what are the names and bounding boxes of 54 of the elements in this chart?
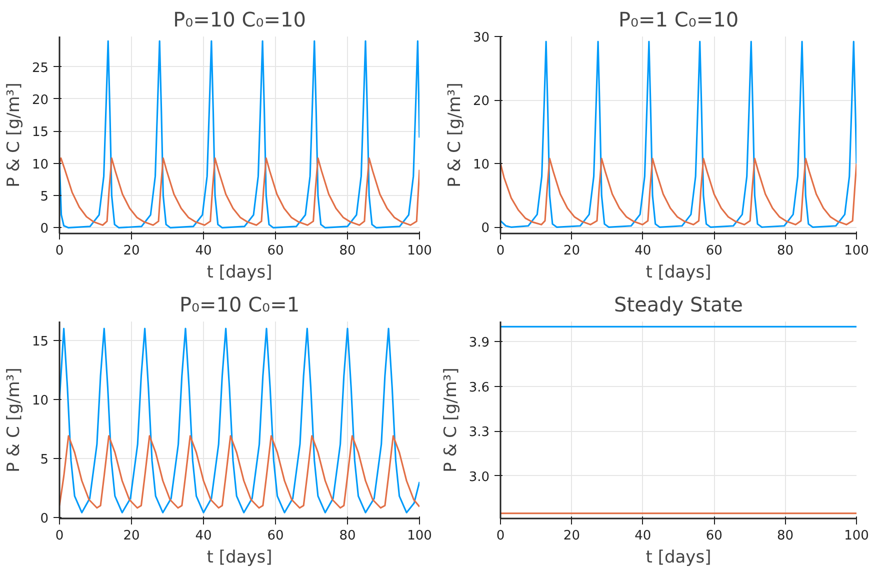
x-tick-label: 100 [844,528,869,544]
y-axis-title: P & C [g/m³] [4,368,24,472]
y-tick-label: 5 [40,190,49,205]
x-tick-label: 80 [339,528,356,544]
y-tick-label: 5 [40,452,49,468]
x-axis-title: t [days] [206,548,272,568]
x-tick-label: 100 [407,244,432,258]
x-tick-label: 60 [706,244,722,258]
y-axis-title: P & C [g/m³] [440,368,461,472]
y-tick-label: 3.6 [468,380,490,396]
x-tick-label: 80 [777,528,794,544]
x-tick-label: 60 [267,244,284,258]
x-tick-label: 20 [563,528,580,544]
y-tick-label: 25 [32,60,49,76]
y-tick-label: 3.3 [468,425,490,440]
y-tick-label: 10 [472,158,490,173]
x-axis-title: t [days] [206,262,272,282]
y-tick-label: 0 [40,222,49,237]
chart-title: P₀=10 C₀=1 [179,292,300,316]
y-axis-title: P & C [g/m³] [4,82,24,188]
x-tick-label: 100 [844,244,869,258]
x-tick-label: 40 [195,528,212,544]
y-tick-label: 10 [32,157,49,172]
y-tick-label: 30 [472,30,490,46]
x-tick-label: 60 [706,528,722,544]
y-tick-label: 3.0 [468,470,490,485]
chart-title: Steady State [614,292,743,316]
y-tick-label: 0 [481,221,490,236]
x-tick-label: 40 [195,244,212,258]
x-tick-label: 40 [634,244,652,258]
chart-title: P₀=1 C₀=10 [618,8,739,32]
x-tick-label: 80 [339,244,356,258]
y-tick-label: 15 [32,334,49,350]
y-tick-label: 20 [472,94,490,110]
chart-title: P₀=10 C₀=10 [173,8,306,32]
y-tick-label: 15 [32,125,49,140]
y-tick-label: 10 [32,393,49,408]
x-tick-label: 0 [55,244,64,258]
x-tick-label: 60 [267,528,284,544]
x-tick-label: 100 [407,528,432,544]
y-tick-label: 0 [40,511,49,526]
x-tick-label: 40 [634,528,652,544]
x-tick-label: 0 [496,244,505,258]
x-tick-label: 0 [55,528,64,544]
x-axis-title: t [days] [646,548,712,568]
y-tick-label: 20 [32,92,49,108]
x-tick-label: 20 [563,244,580,258]
y-tick-label: 3.9 [468,336,490,351]
x-tick-label: 80 [777,244,794,258]
x-tick-label: 20 [123,244,140,258]
x-axis-title: t [days] [646,262,712,282]
x-tick-label: 0 [496,528,505,544]
y-axis-title: P & C [g/m³] [444,82,465,188]
x-tick-label: 20 [123,528,140,544]
